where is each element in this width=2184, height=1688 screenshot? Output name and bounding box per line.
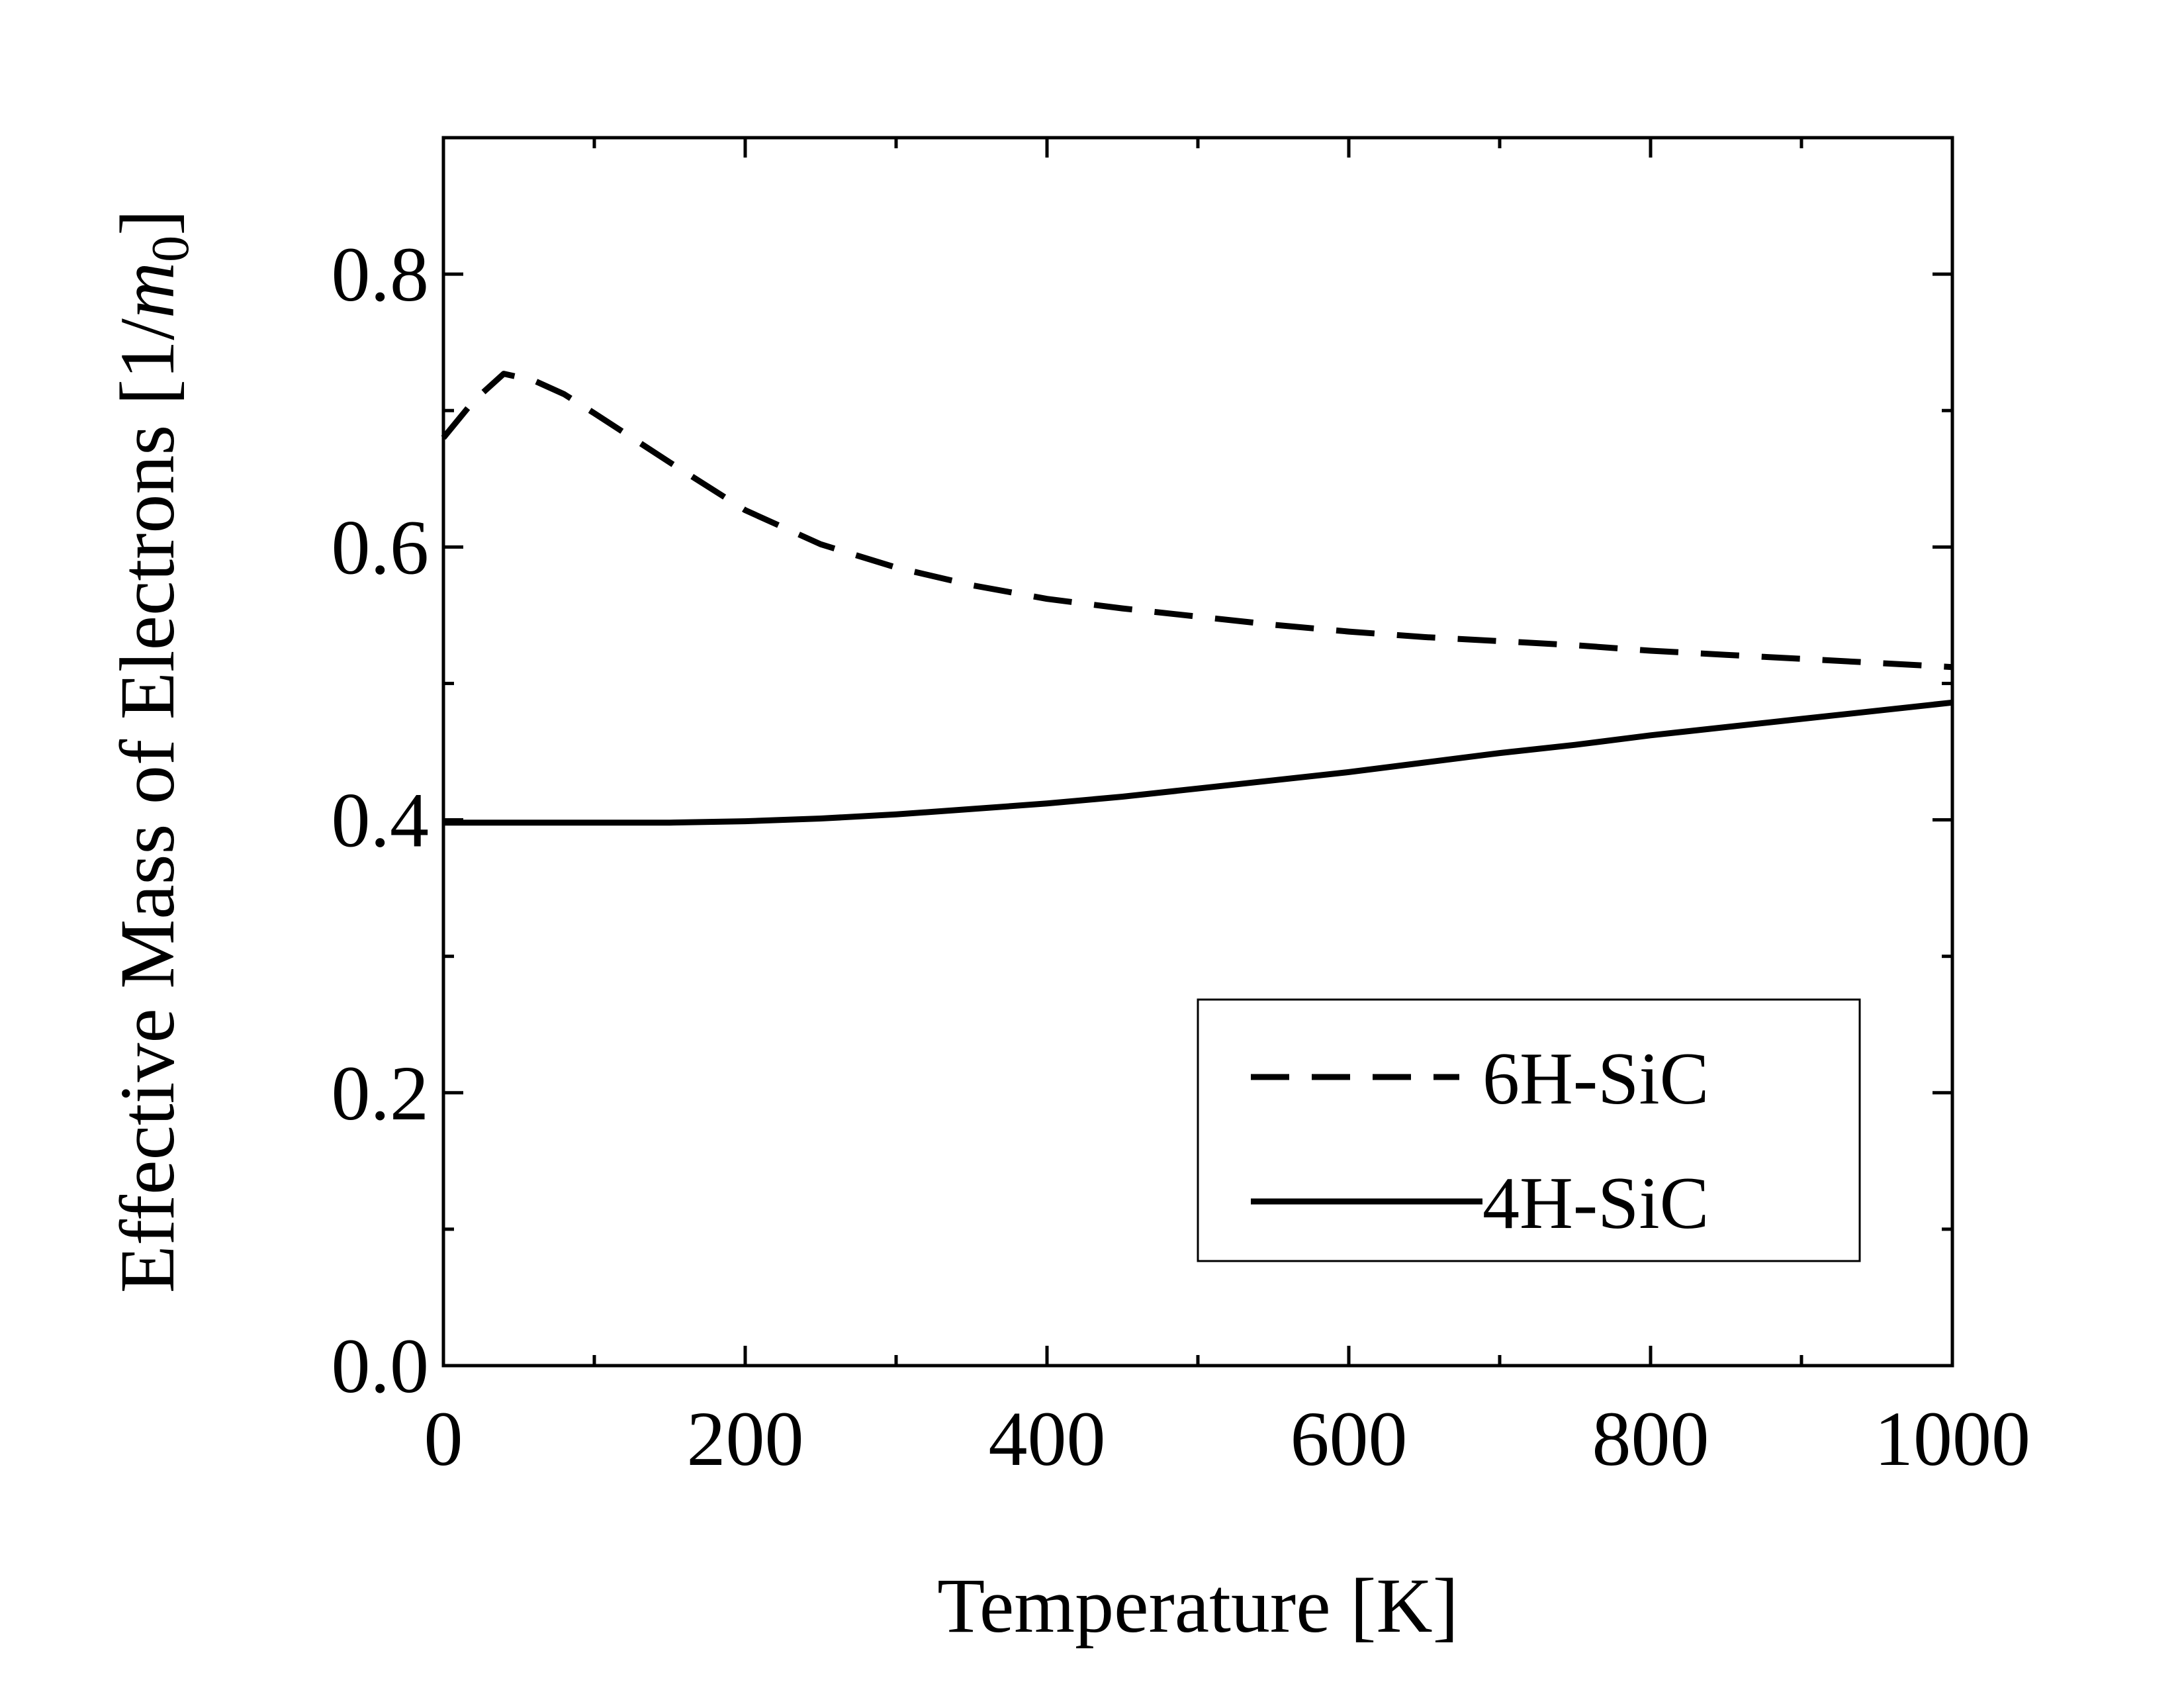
x-axis-title: Temperature [K] xyxy=(937,1562,1459,1649)
x-tick-label: 400 xyxy=(989,1395,1106,1482)
y-tick-label: 0.2 xyxy=(332,1050,430,1137)
legend-label-6h-sic: 6H-SiC xyxy=(1482,1038,1709,1120)
series-lines xyxy=(441,371,1953,826)
minor-ticks xyxy=(443,138,1952,1366)
y-tick-labels: 0.0 0.2 0.4 0.6 0.8 xyxy=(332,231,430,1409)
series-line-4h-sic xyxy=(443,699,1953,826)
y-axis-title-sub: 0 xyxy=(142,236,200,262)
legend-label-4h-sic: 4H-SiC xyxy=(1482,1162,1709,1244)
x-tick-labels: 0 200 400 600 800 1000 xyxy=(424,1395,2031,1482)
x-tick-label: 600 xyxy=(1291,1395,1408,1482)
y-tick-label: 0.8 xyxy=(332,231,430,318)
y-tick-label: 0.6 xyxy=(332,504,430,590)
y-axis-title: Effective Mass of Electrons [1/m0] xyxy=(104,210,200,1293)
y-axis-title-suffix: ] xyxy=(104,210,191,236)
legend-box xyxy=(1197,998,1861,1262)
legend: 6H-SiC 4H-SiC xyxy=(1197,998,1861,1262)
plot-frame xyxy=(441,136,1954,1368)
y-tick-label: 0.0 xyxy=(332,1323,430,1409)
x-tick-label: 0 xyxy=(424,1395,463,1482)
y-axis-title-var: m xyxy=(104,262,191,318)
y-axis-title-prefix: Effective Mass of Electrons [1/ xyxy=(104,318,191,1293)
x-tick-label: 800 xyxy=(1592,1395,1709,1482)
x-tick-label: 200 xyxy=(687,1395,804,1482)
y-tick-label: 0.4 xyxy=(332,777,430,864)
series-line-6h-sic xyxy=(441,371,1953,671)
x-tick-label: 1000 xyxy=(1874,1395,2030,1482)
